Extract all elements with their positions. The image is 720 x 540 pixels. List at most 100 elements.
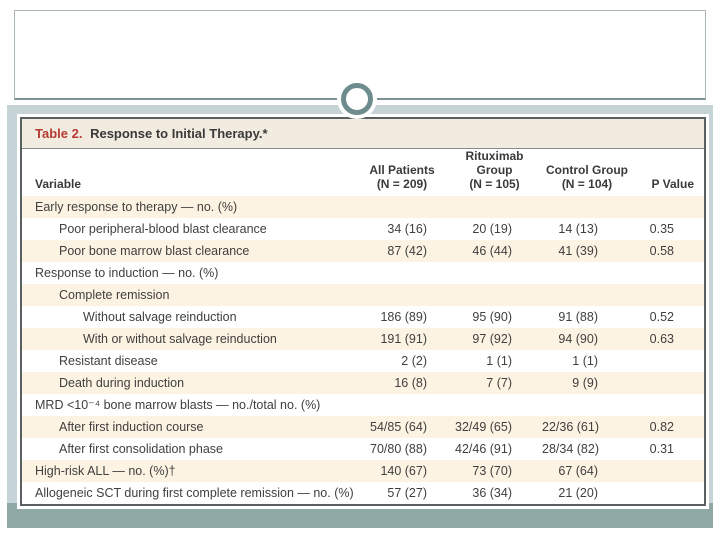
row-value: 1 (1) xyxy=(486,354,512,368)
table-row: Complete remission xyxy=(22,284,704,306)
row-value: 140 (67) xyxy=(380,464,427,478)
row-value: 54/85 (64) xyxy=(370,420,427,434)
row-value xyxy=(542,394,632,416)
table-row: Death during induction 16 (8) 7 (7) 9 (9) xyxy=(22,372,704,394)
table-title: Response to Initial Therapy.* xyxy=(90,126,268,141)
row-label: Poor peripheral-blood blast clearance xyxy=(59,222,267,236)
row-value xyxy=(447,262,542,284)
table-row: After first consolidation phase 70/80 (88… xyxy=(22,438,704,460)
row-value: 36 (34) xyxy=(472,486,512,500)
row-value: 0.58 xyxy=(649,244,674,258)
row-value: 14 (13) xyxy=(558,222,598,236)
row-value xyxy=(632,350,704,372)
row-value: 1 (1) xyxy=(572,354,598,368)
row-value: 46 (44) xyxy=(472,244,512,258)
row-value: 7 (7) xyxy=(486,376,512,390)
row-value xyxy=(632,460,704,482)
row-label: Death during induction xyxy=(59,376,185,390)
row-value: 16 (8) xyxy=(394,376,427,390)
table-number: Table 2. xyxy=(35,126,83,141)
row-value: 57 (27) xyxy=(387,486,427,500)
row-value: 67 (64) xyxy=(558,464,598,478)
table-row: High-risk ALL — no. (%)† 140 (67) 73 (70) 6… xyxy=(22,460,704,482)
row-value: 186 (89) xyxy=(380,310,427,324)
row-value: 34 (16) xyxy=(387,222,427,236)
column-header-rituximab-group: Rituximab Group (N = 105) xyxy=(447,149,542,198)
row-label: With or without salvage reinduction xyxy=(83,332,277,346)
column-header-n: (N = 104) xyxy=(561,177,613,191)
row-value xyxy=(357,394,447,416)
row-value: 2 (2) xyxy=(401,354,427,368)
table-row: Response to induction — no. (%) xyxy=(22,262,704,284)
table-body: Early response to therapy — no. (%) Poor … xyxy=(22,196,704,504)
row-value xyxy=(447,196,542,218)
row-value xyxy=(447,394,542,416)
row-value: 0.82 xyxy=(649,420,674,434)
table-row: With or without salvage reinduction 191 (… xyxy=(22,328,704,350)
row-value xyxy=(632,372,704,394)
column-header-all-patients: All Patients (N = 209) xyxy=(357,163,447,198)
table-row: Poor peripheral-blood blast clearance 34 … xyxy=(22,218,704,240)
row-label: Without salvage reinduction xyxy=(83,310,237,324)
row-label: Allogeneic SCT during first complete rem… xyxy=(35,486,354,500)
row-value xyxy=(542,284,632,306)
table-row: MRD <10⁻⁴ bone marrow blasts — no./total… xyxy=(22,394,704,416)
column-header-name: Control Group xyxy=(546,163,628,177)
content-footer-band xyxy=(7,503,713,528)
row-label: After first consolidation phase xyxy=(59,442,223,456)
row-label: High-risk ALL — no. (%)† xyxy=(35,464,176,478)
row-value: 0.63 xyxy=(649,332,674,346)
row-value: 20 (19) xyxy=(472,222,512,236)
column-header-n: (N = 209) xyxy=(376,177,428,191)
row-label: After first induction course xyxy=(59,420,204,434)
row-value: 91 (88) xyxy=(558,310,598,324)
column-header-n: (N = 105) xyxy=(469,177,520,191)
table-row: Without salvage reinduction 186 (89) 95 (9… xyxy=(22,306,704,328)
row-value: 41 (39) xyxy=(558,244,598,258)
row-label: Early response to therapy — no. (%) xyxy=(35,200,238,214)
row-value: 32/49 (65) xyxy=(455,420,512,434)
table-row: Resistant disease 2 (2) 1 (1) 1 (1) xyxy=(22,350,704,372)
table-row: Poor bone marrow blast clearance 87 (42) 4… xyxy=(22,240,704,262)
row-value: 21 (20) xyxy=(558,486,598,500)
row-value xyxy=(357,284,447,306)
row-value: 0.35 xyxy=(649,222,674,236)
row-value: 95 (90) xyxy=(472,310,512,324)
row-value xyxy=(632,284,704,306)
row-value: 94 (90) xyxy=(558,332,598,346)
row-value: 97 (92) xyxy=(472,332,512,346)
table-row: After first induction course 54/85 (64) 32… xyxy=(22,416,704,438)
column-header-name: All Patients xyxy=(369,163,435,177)
row-value xyxy=(632,262,704,284)
column-header-p-value: P Value xyxy=(651,177,694,191)
table-row: Allogeneic SCT during first complete rem… xyxy=(22,482,704,504)
table-panel: Table 2. Response to Initial Therapy.* V… xyxy=(20,117,706,506)
row-label: Poor bone marrow blast clearance xyxy=(59,244,250,258)
row-value: 28/34 (82) xyxy=(542,442,599,456)
column-header-control-group: Control Group (N = 104) xyxy=(542,163,632,198)
row-value xyxy=(632,394,704,416)
row-value: 42/46 (91) xyxy=(455,442,512,456)
column-header-variable: Variable xyxy=(35,177,82,191)
row-value xyxy=(357,196,447,218)
row-label: Complete remission xyxy=(59,288,170,302)
row-value xyxy=(542,196,632,218)
row-value: 9 (9) xyxy=(572,376,598,390)
row-value: 87 (42) xyxy=(387,244,427,258)
row-value: 22/36 (61) xyxy=(542,420,599,434)
row-value: 70/80 (88) xyxy=(370,442,427,456)
row-value xyxy=(632,196,704,218)
row-value xyxy=(357,262,447,284)
row-value: 73 (70) xyxy=(472,464,512,478)
table-row: Early response to therapy — no. (%) xyxy=(22,196,704,218)
circle-ornament-icon xyxy=(341,83,373,115)
row-value: 0.31 xyxy=(649,442,674,456)
row-value xyxy=(447,284,542,306)
row-value xyxy=(542,262,632,284)
row-label: Response to induction — no. (%) xyxy=(35,266,219,280)
table-caption: Table 2. Response to Initial Therapy.* xyxy=(22,119,704,149)
row-value: 0.52 xyxy=(649,310,674,324)
column-header-name: Rituximab Group xyxy=(465,149,524,177)
row-value: 191 (91) xyxy=(380,332,427,346)
